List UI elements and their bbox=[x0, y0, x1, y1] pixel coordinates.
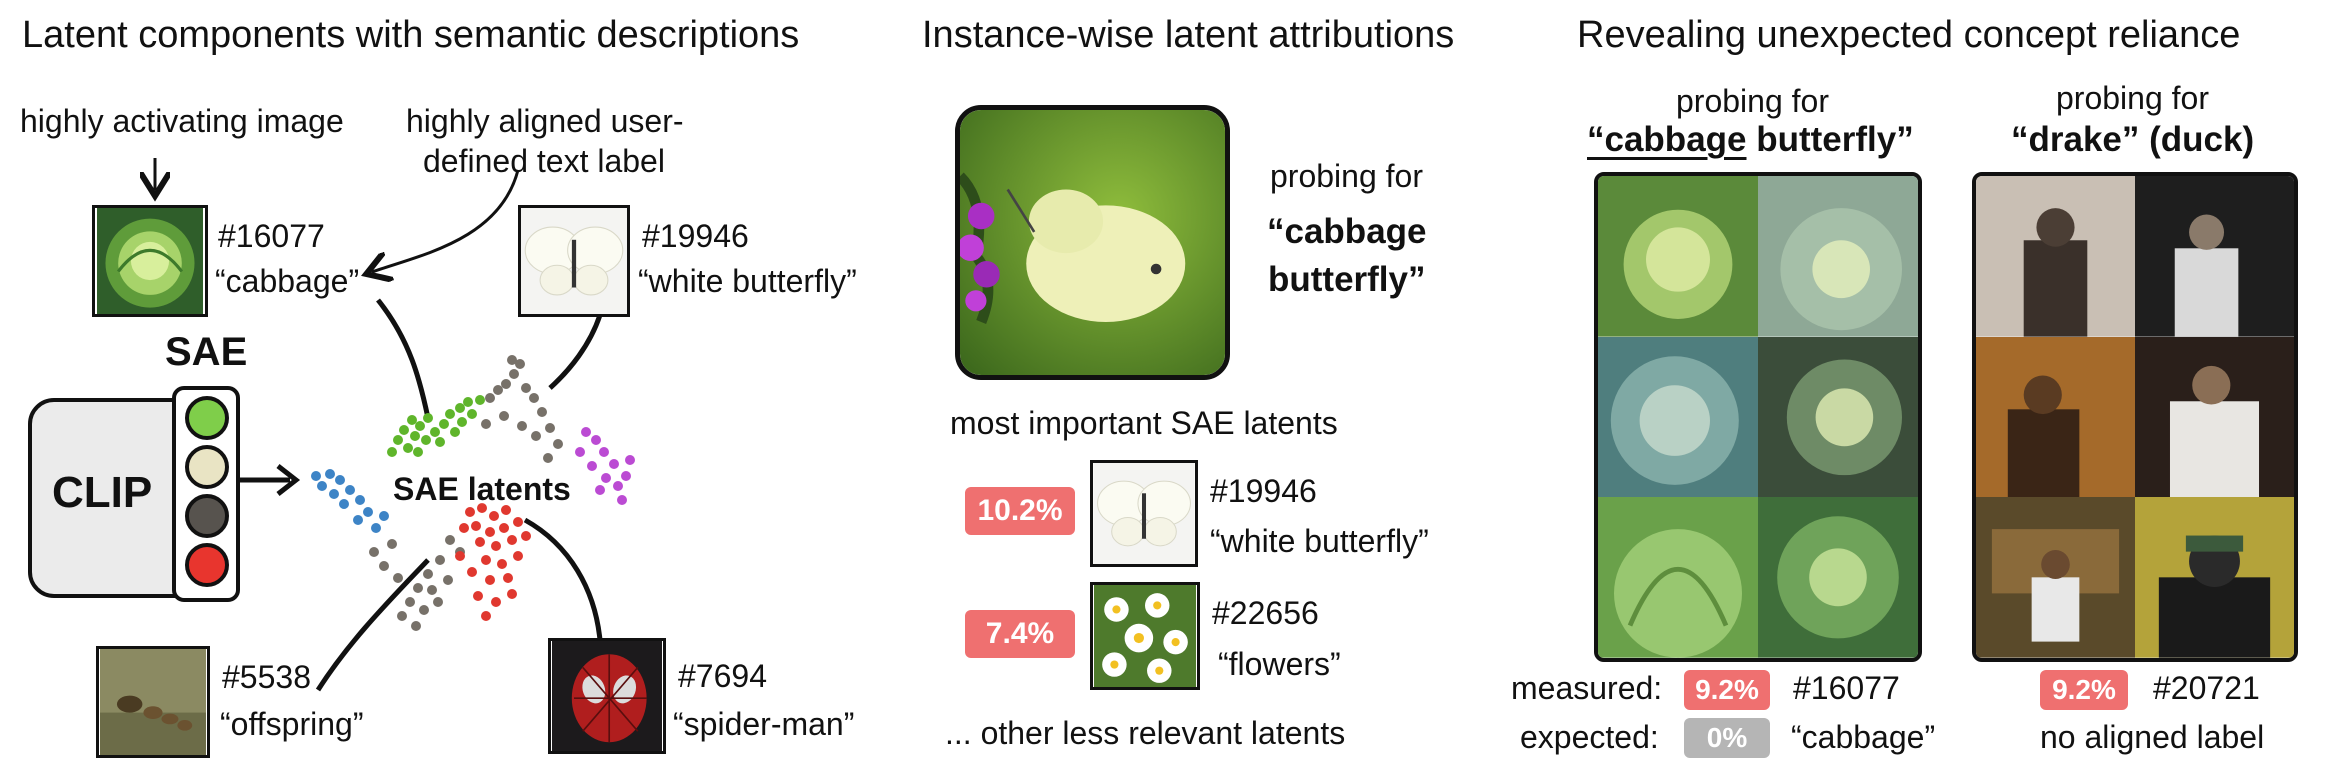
no-aligned-label-note: no aligned label bbox=[2040, 719, 2265, 755]
daisies-image bbox=[1094, 585, 1196, 687]
attribution-label-1: “white butterfly” bbox=[1210, 523, 1429, 559]
offspring-thumbnail bbox=[96, 646, 210, 758]
latent-label-offspring: “offspring” bbox=[220, 706, 364, 742]
butterfly-image bbox=[521, 208, 627, 314]
butterfly-on-flower-image bbox=[960, 110, 1225, 375]
spider-man-image bbox=[552, 641, 662, 751]
latent-id-5538: #5538 bbox=[222, 659, 311, 695]
grid-cabbage-5 bbox=[1598, 497, 1758, 658]
cluster-purple bbox=[575, 427, 635, 505]
cabbage-image-grid bbox=[1594, 172, 1922, 662]
expected-text-left: “cabbage” bbox=[1791, 719, 1936, 755]
sae-node-green bbox=[185, 396, 229, 440]
latent-label-white-butterfly: “white butterfly” bbox=[638, 263, 857, 299]
cluster-green bbox=[387, 395, 485, 457]
sae-node-dark bbox=[185, 494, 229, 538]
grid-cabbage-3 bbox=[1598, 336, 1758, 498]
important-latents-heading: most important SAE latents bbox=[950, 405, 1338, 441]
latent-id-16077: #16077 bbox=[218, 218, 325, 254]
sae-latents-label: SAE latents bbox=[393, 471, 571, 507]
grid-drake-6 bbox=[2135, 497, 2294, 658]
measured-id-left: #16077 bbox=[1793, 670, 1900, 706]
attribution-badge-1: 10.2% bbox=[965, 487, 1075, 535]
grid-cabbage-2 bbox=[1758, 176, 1918, 337]
latent-label-spider-man: “spider-man” bbox=[673, 706, 855, 742]
cluster-gray bbox=[369, 355, 563, 631]
annotation-text-label-line2: defined text label bbox=[423, 143, 665, 179]
panel3-title: Revealing unexpected concept reliance bbox=[1577, 14, 2241, 56]
right-probe-intro: probing for bbox=[2056, 80, 2209, 116]
latent-id-7694: #7694 bbox=[678, 658, 767, 694]
attribution-thumb-butterfly bbox=[1090, 460, 1198, 567]
attribution-thumb-flowers bbox=[1090, 582, 1200, 690]
grid-drake-2 bbox=[2135, 176, 2294, 337]
sae-node-beige bbox=[185, 445, 229, 489]
probe-intro: probing for bbox=[1270, 158, 1423, 194]
sae-latents-scatter bbox=[311, 355, 635, 631]
panel1-connectors bbox=[0, 158, 603, 692]
left-probe-intro: probing for bbox=[1676, 83, 1829, 119]
expected-badge-left: 0% bbox=[1684, 718, 1770, 758]
sae-node-red bbox=[185, 543, 229, 587]
ducklings-image bbox=[100, 649, 206, 755]
probe-line-2: butterfly” bbox=[1268, 260, 1426, 299]
other-latents-note: ... other less relevant latents bbox=[945, 715, 1346, 751]
attribution-badge-2: 7.4% bbox=[965, 610, 1075, 658]
measured-label: measured: bbox=[1511, 670, 1663, 706]
grid-drake-3 bbox=[1976, 336, 2135, 498]
grid-drake-5 bbox=[1976, 497, 2135, 658]
measured-badge-left: 9.2% bbox=[1684, 670, 1770, 710]
query-image-cabbage-butterfly bbox=[955, 105, 1230, 380]
attribution-label-2: “flowers” bbox=[1218, 646, 1341, 682]
probe-butterfly: butterfly” bbox=[1746, 120, 1914, 159]
grid-drake-1 bbox=[1976, 176, 2135, 337]
sae-label: SAE bbox=[165, 330, 248, 374]
white-butterfly-thumbnail bbox=[518, 205, 630, 317]
cabbage-image bbox=[97, 208, 203, 314]
measured-badge-right: 9.2% bbox=[2040, 670, 2128, 710]
attribution-id-1: #19946 bbox=[1210, 473, 1317, 509]
latent-id-19946: #19946 bbox=[642, 218, 749, 254]
panel2-title: Instance-wise latent attributions bbox=[922, 14, 1455, 56]
right-probe-text: “drake” (duck) bbox=[2011, 120, 2255, 159]
expected-label: expected: bbox=[1520, 719, 1659, 755]
spider-man-thumbnail bbox=[548, 638, 666, 754]
drake-image-grid bbox=[1972, 172, 2298, 662]
cluster-blue bbox=[311, 469, 389, 533]
butterfly-image bbox=[1093, 463, 1195, 564]
latent-label-cabbage: “cabbage” bbox=[215, 263, 360, 299]
left-probe-text: “cabbage butterfly” bbox=[1587, 120, 1914, 160]
annotation-text-label-line1: highly aligned user- bbox=[406, 103, 684, 139]
grid-cabbage-6 bbox=[1758, 497, 1918, 658]
clip-label: CLIP bbox=[52, 468, 153, 517]
probe-line-1: “cabbage bbox=[1267, 212, 1427, 251]
grid-cabbage-1 bbox=[1598, 176, 1758, 337]
cabbage-thumbnail bbox=[92, 205, 208, 317]
annotation-highly-activating-image: highly activating image bbox=[20, 103, 344, 139]
grid-drake-4 bbox=[2135, 336, 2294, 498]
underlined-cabbage: “cabbage bbox=[1587, 120, 1747, 159]
cluster-red bbox=[455, 503, 531, 621]
measured-id-right: #20721 bbox=[2153, 670, 2260, 706]
attribution-id-2: #22656 bbox=[1212, 595, 1319, 631]
grid-cabbage-4 bbox=[1758, 336, 1918, 498]
panel1-title: Latent components with semantic descript… bbox=[22, 14, 800, 56]
